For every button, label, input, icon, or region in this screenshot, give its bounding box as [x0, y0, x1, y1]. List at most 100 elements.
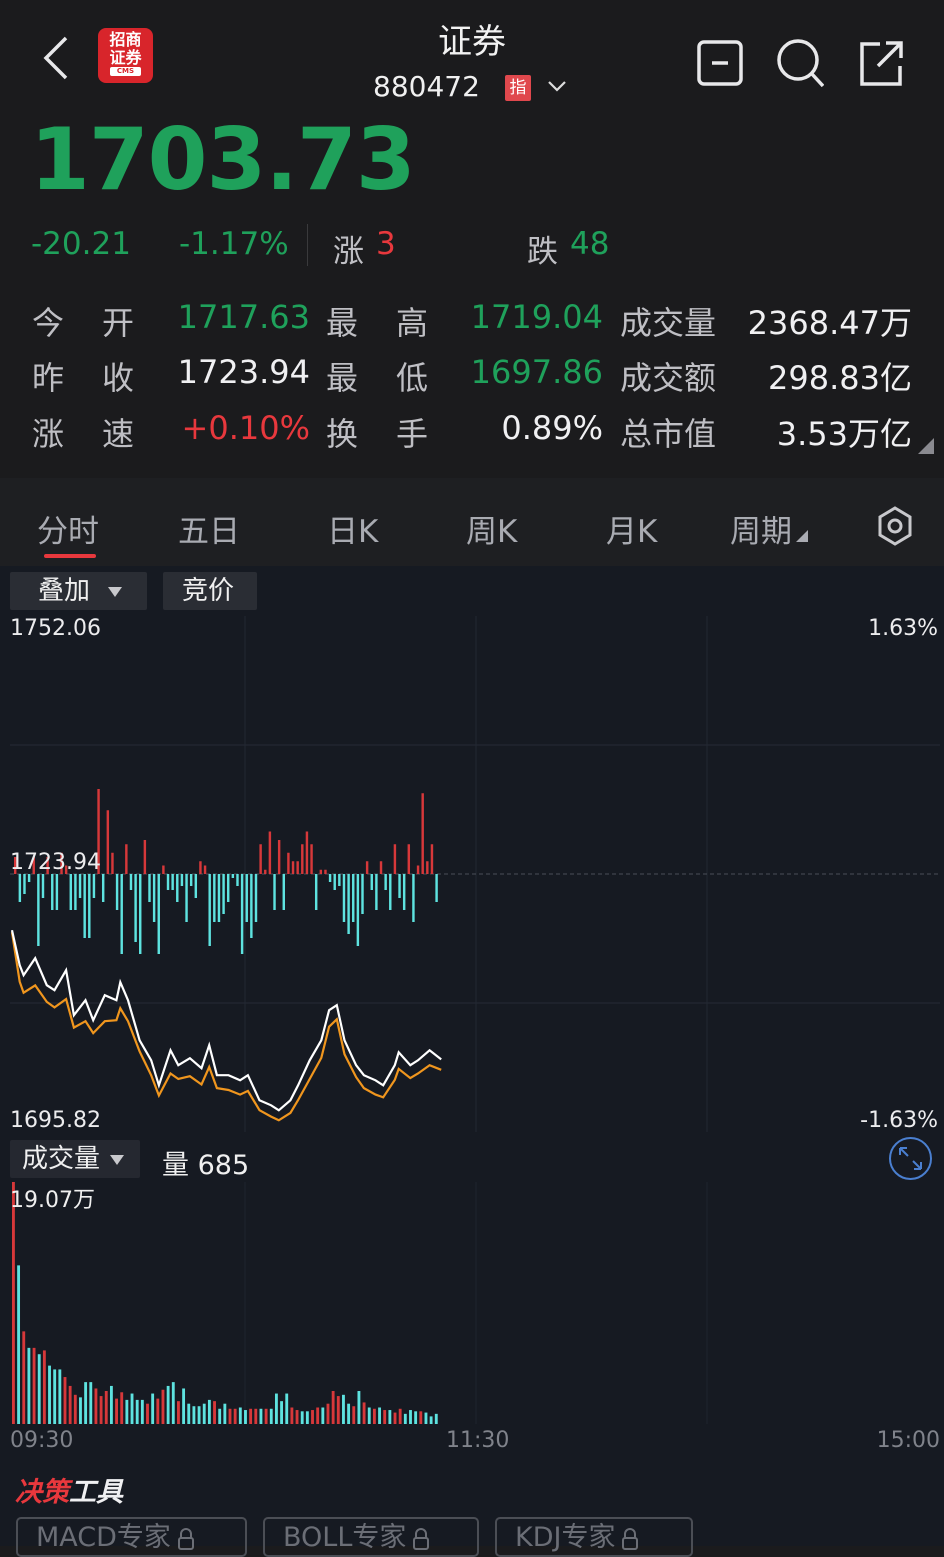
volume-bar-up	[99, 1396, 103, 1424]
tab-intraday[interactable]: 分时	[37, 514, 99, 550]
dropdown-triangle-icon	[108, 586, 123, 597]
volume-bar-up	[146, 1403, 149, 1424]
breadth-bar-down	[148, 874, 151, 902]
tab-monthly-k[interactable]: 月K	[606, 514, 658, 550]
last-price: 1703.73	[30, 110, 416, 210]
decision-tools-heading: 决策工具	[15, 1470, 123, 1509]
fullscreen-expand-icon[interactable]	[888, 1136, 933, 1181]
stat-value: 2368.47万	[747, 304, 912, 342]
up-label: 涨	[333, 234, 364, 270]
volume-bar-up	[68, 1385, 72, 1424]
overlay-label: 叠加	[38, 576, 91, 606]
volume-bar-down	[125, 1399, 129, 1424]
macd-expert-button[interactable]: MACD专家	[16, 1517, 247, 1557]
volume-bar-down	[300, 1411, 304, 1424]
breadth-bar-up	[416, 865, 420, 874]
breadth-bar-up	[365, 861, 369, 874]
breadth-bar-up	[14, 857, 17, 874]
tab-weekly-k[interactable]: 周K	[466, 514, 518, 550]
breadth-bar-down	[176, 874, 179, 902]
x-tick-close: 15:00	[876, 1428, 940, 1453]
breadth-bar-down	[83, 874, 86, 938]
volume-bar-down	[135, 1399, 139, 1424]
volume-bar-down	[347, 1403, 351, 1424]
breadth-bar-down	[356, 874, 360, 946]
page-title: 证券	[438, 22, 506, 62]
breadth-bar-down	[384, 874, 387, 890]
volume-readout: 量 685	[162, 1150, 250, 1181]
volume-bar-down	[37, 1354, 41, 1424]
volume-bar-down	[109, 1385, 113, 1424]
stat-value: 3.53万亿	[776, 415, 912, 453]
volume-bar-up	[161, 1389, 165, 1424]
breadth-bar-down	[370, 874, 373, 890]
volume-bar-down	[285, 1393, 289, 1424]
boll-expert-button[interactable]: BOLL专家	[263, 1517, 479, 1557]
breadth-bar-up	[426, 861, 429, 874]
stat-label: 最	[326, 304, 359, 342]
volume-bar-up	[177, 1401, 180, 1424]
stat-label: 开	[102, 304, 135, 342]
volume-bar-down	[238, 1407, 242, 1424]
y-tick-pct-high: 1.63%	[868, 616, 938, 641]
volume-bar-down	[280, 1401, 284, 1424]
search-icon[interactable]	[776, 38, 824, 88]
breadth-bar-down	[250, 874, 253, 938]
overlay-dropdown[interactable]: 叠加	[10, 572, 147, 610]
breadth-bar-up	[301, 844, 304, 874]
breadth-bar-down	[18, 874, 22, 902]
minus-square-icon[interactable]	[696, 38, 744, 88]
breadth-bar-up	[319, 869, 323, 874]
breadth-bar-down	[213, 874, 216, 922]
back-chevron-icon[interactable]	[38, 34, 74, 82]
breadth-bar-up	[125, 844, 128, 874]
breadth-bar-down	[134, 874, 137, 942]
auction-button[interactable]: 竞价	[163, 572, 257, 610]
volume-bar-up	[73, 1394, 77, 1424]
settings-icon[interactable]	[876, 506, 914, 546]
volume-bar-up	[398, 1408, 402, 1424]
tab-daily-k[interactable]: 日K	[327, 514, 379, 550]
breadth-bar-down	[208, 874, 211, 946]
expand-corner-icon[interactable]	[918, 438, 934, 454]
intraday-chart[interactable]	[0, 614, 944, 1134]
breadth-bar-down	[51, 874, 54, 910]
volume-indicator-dropdown[interactable]: 成交量	[10, 1140, 140, 1178]
volume-bar-down	[140, 1399, 144, 1424]
share-external-icon[interactable]	[856, 38, 904, 88]
volume-bar-up	[42, 1350, 46, 1424]
stat-value: +0.10%	[181, 409, 310, 447]
breadth-bar-down	[352, 874, 355, 922]
volume-bar-up	[22, 1331, 26, 1424]
kdj-expert-button[interactable]: KDJ专家	[495, 1517, 693, 1557]
breadth-bar-up	[421, 793, 424, 874]
logo-sub: CMS	[110, 67, 141, 76]
volume-bar-up	[104, 1391, 108, 1424]
volume-bar-down	[171, 1382, 175, 1424]
divider	[307, 224, 308, 266]
stat-label: 高	[396, 304, 429, 342]
breadth-bar-up	[162, 865, 165, 874]
volume-bar-down	[207, 1399, 211, 1424]
volume-bar-down	[305, 1411, 309, 1424]
stat-label: 总市值	[620, 415, 717, 453]
breadth-bar-down	[69, 874, 72, 910]
x-tick-open: 09:30	[10, 1428, 74, 1453]
volume-bar-down	[357, 1391, 361, 1424]
chevron-down-icon[interactable]	[546, 78, 568, 94]
tab-five-day[interactable]: 五日	[178, 514, 240, 550]
breadth-bar-up	[199, 861, 202, 874]
stat-label: 成交量	[620, 304, 717, 342]
tab-period[interactable]: 周期	[730, 506, 808, 551]
index-code[interactable]: 880472	[373, 70, 480, 103]
volume-bar-down	[182, 1388, 186, 1424]
breadth-bar-up	[310, 844, 313, 874]
tab-period-label: 周期	[730, 514, 792, 550]
y-tick-high: 1752.06	[10, 616, 101, 641]
volume-bar-down	[342, 1394, 345, 1424]
volume-bar-down	[414, 1411, 418, 1424]
volume-bar-down	[388, 1410, 392, 1424]
breadth-bar-down	[185, 874, 188, 922]
volume-bar-up	[352, 1406, 356, 1424]
average-price-line	[10, 932, 442, 1122]
